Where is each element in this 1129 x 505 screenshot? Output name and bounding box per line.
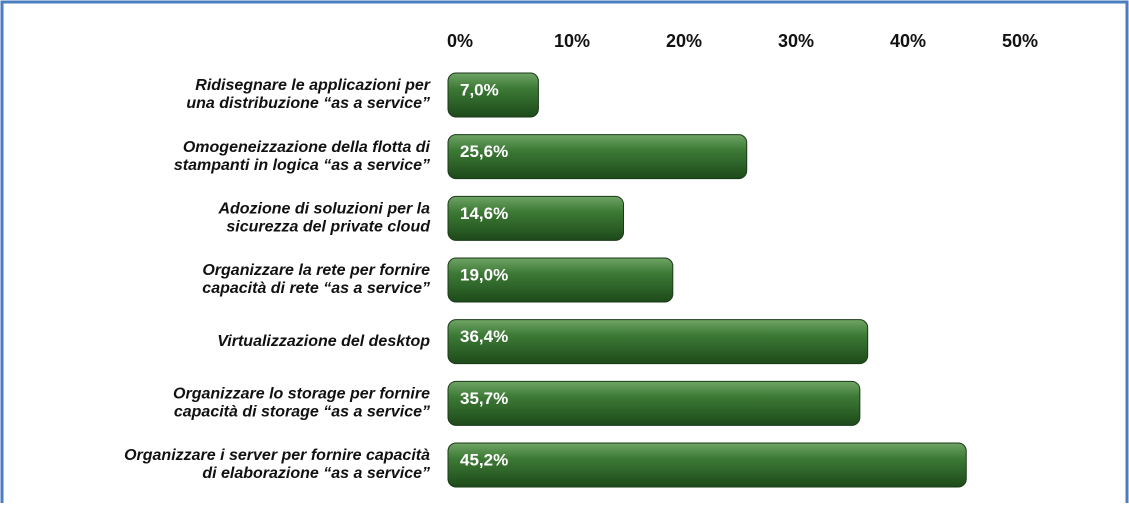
category-label: Virtualizzazione del desktop bbox=[217, 333, 430, 350]
value-label: 35,7% bbox=[460, 389, 508, 408]
x-tick-label: 30% bbox=[778, 31, 814, 51]
value-label: 25,6% bbox=[460, 142, 508, 161]
category-label: Omogeneizzazione della flotta di bbox=[183, 139, 431, 156]
x-tick-label: 0% bbox=[447, 31, 473, 51]
category-label: Ridisegnare le applicazioni per bbox=[195, 77, 431, 94]
bar bbox=[447, 134, 748, 180]
category-label: Organizzare la rete per fornire bbox=[202, 262, 430, 279]
value-label: 36,4% bbox=[460, 327, 508, 346]
bar bbox=[447, 257, 674, 303]
bar bbox=[447, 72, 539, 118]
category-label: capacità di rete “as a service” bbox=[202, 280, 430, 297]
value-label: 7,0% bbox=[460, 80, 499, 99]
value-label: 19,0% bbox=[460, 265, 508, 284]
bar bbox=[447, 380, 861, 426]
value-label: 14,6% bbox=[460, 204, 508, 223]
x-tick-label: 10% bbox=[554, 31, 590, 51]
category-label: di elaborazione “as a service” bbox=[202, 465, 430, 482]
category-label: Organizzare lo storage per fornire bbox=[173, 386, 430, 403]
bar bbox=[447, 442, 967, 488]
bar bbox=[447, 195, 625, 241]
category-label: Adozione di soluzioni per la bbox=[217, 201, 430, 218]
x-tick-label: 40% bbox=[890, 31, 926, 51]
x-tick-label: 20% bbox=[666, 31, 702, 51]
x-tick-label: 50% bbox=[1002, 31, 1038, 51]
category-label: capacità di storage “as a service” bbox=[174, 404, 430, 421]
category-label: sicurezza del private cloud bbox=[226, 219, 431, 236]
value-label: 45,2% bbox=[460, 450, 508, 469]
bar bbox=[447, 319, 869, 365]
category-label: Organizzare i server per fornire capacit… bbox=[124, 447, 430, 464]
category-label: stampanti in logica “as a service” bbox=[174, 157, 430, 174]
category-label: una distribuzione “as a service” bbox=[186, 95, 430, 112]
